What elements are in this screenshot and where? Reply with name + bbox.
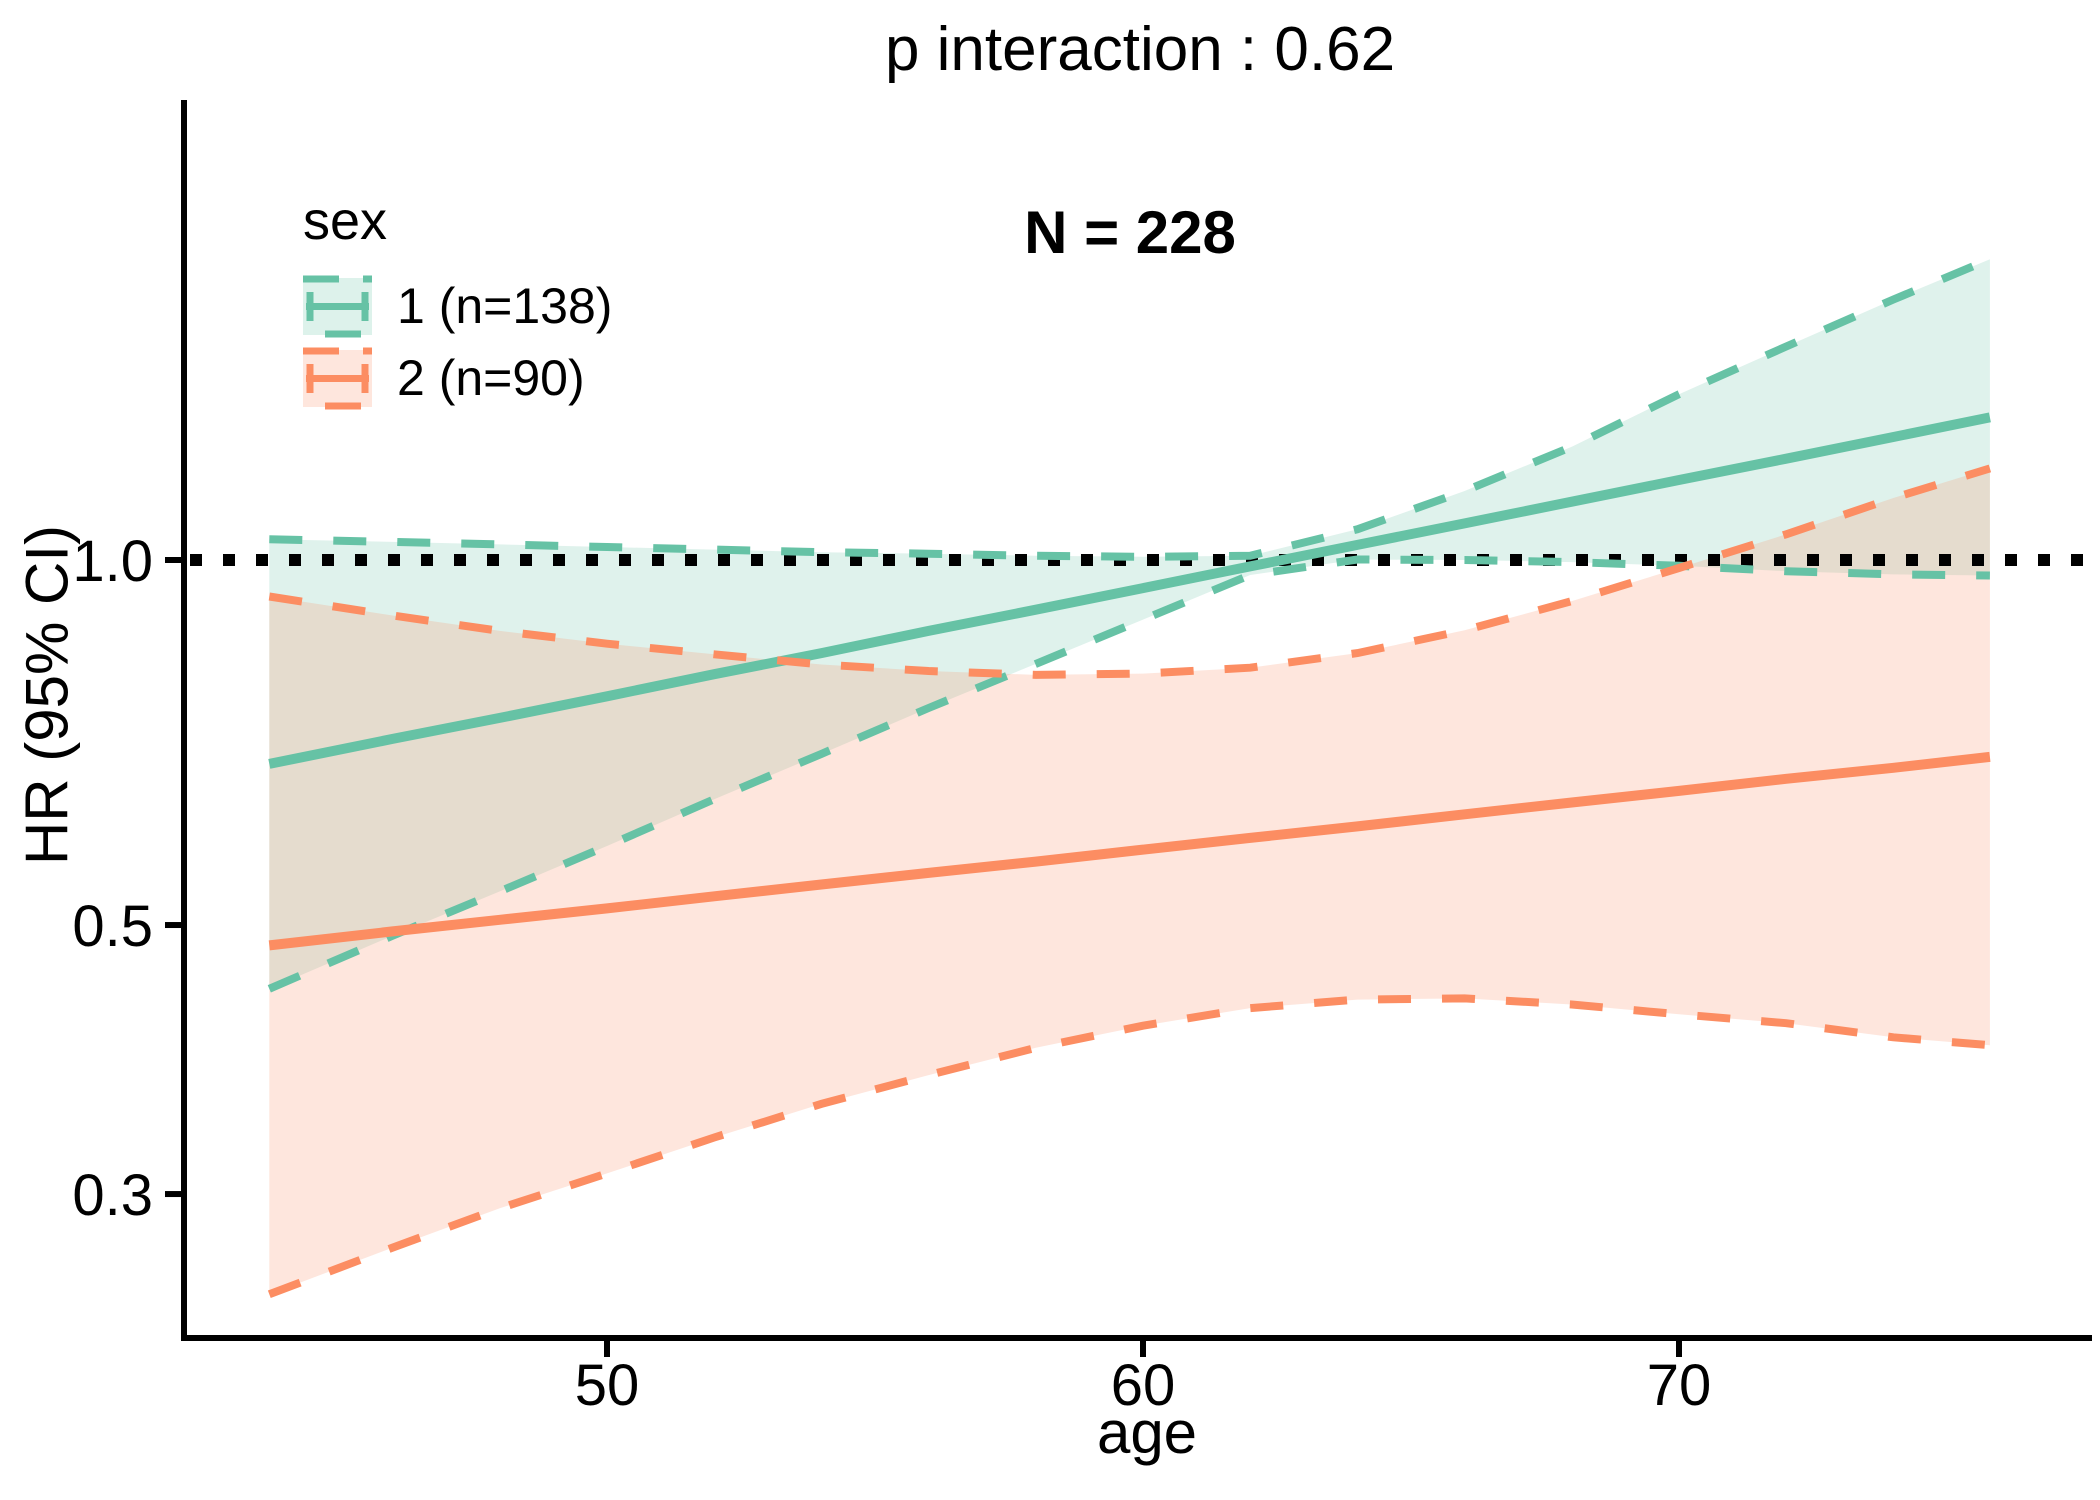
legend-item-sex1: 1 (n=138) [303, 270, 612, 342]
legend-label-sex1: 1 (n=138) [397, 278, 613, 334]
hr-line-sex=1 [268, 412, 1991, 769]
legend: sex 1 (n=138) 2 (n=90) [303, 190, 612, 414]
ci-upper-sex=1 [269, 255, 1992, 561]
ci-lower-sex=1 [267, 555, 1990, 993]
legend-key-sex1-icon [303, 275, 372, 337]
x-tick-label-70: 70 [1647, 1353, 1712, 1418]
y-tick-label-0.5: 0.5 [72, 894, 153, 959]
legend-label-sex2: 2 (n=90) [397, 350, 585, 406]
y-tick-label-1.0: 1.0 [72, 529, 153, 594]
ci-ribbon-sex=1 [269, 259, 1990, 989]
x-tick-label-60: 60 [1111, 1353, 1176, 1418]
ci-lower-sex=2 [267, 994, 1991, 1299]
y-tick-label-0.3: 0.3 [72, 1163, 153, 1228]
x-tick-label-50: 50 [575, 1353, 640, 1418]
y-axis-title: HR (95% CI) [13, 524, 81, 866]
sample-size-annotation: N = 228 [1024, 199, 1236, 266]
legend-key-sex2-icon [303, 347, 372, 409]
legend-title: sex [303, 191, 388, 251]
plot-title: p interaction : 0.62 [884, 15, 1396, 84]
x-axis-title: age [1096, 1399, 1198, 1466]
hr-line-sex=2 [268, 751, 1991, 951]
legend-item-sex2: 2 (n=90) [303, 342, 612, 414]
